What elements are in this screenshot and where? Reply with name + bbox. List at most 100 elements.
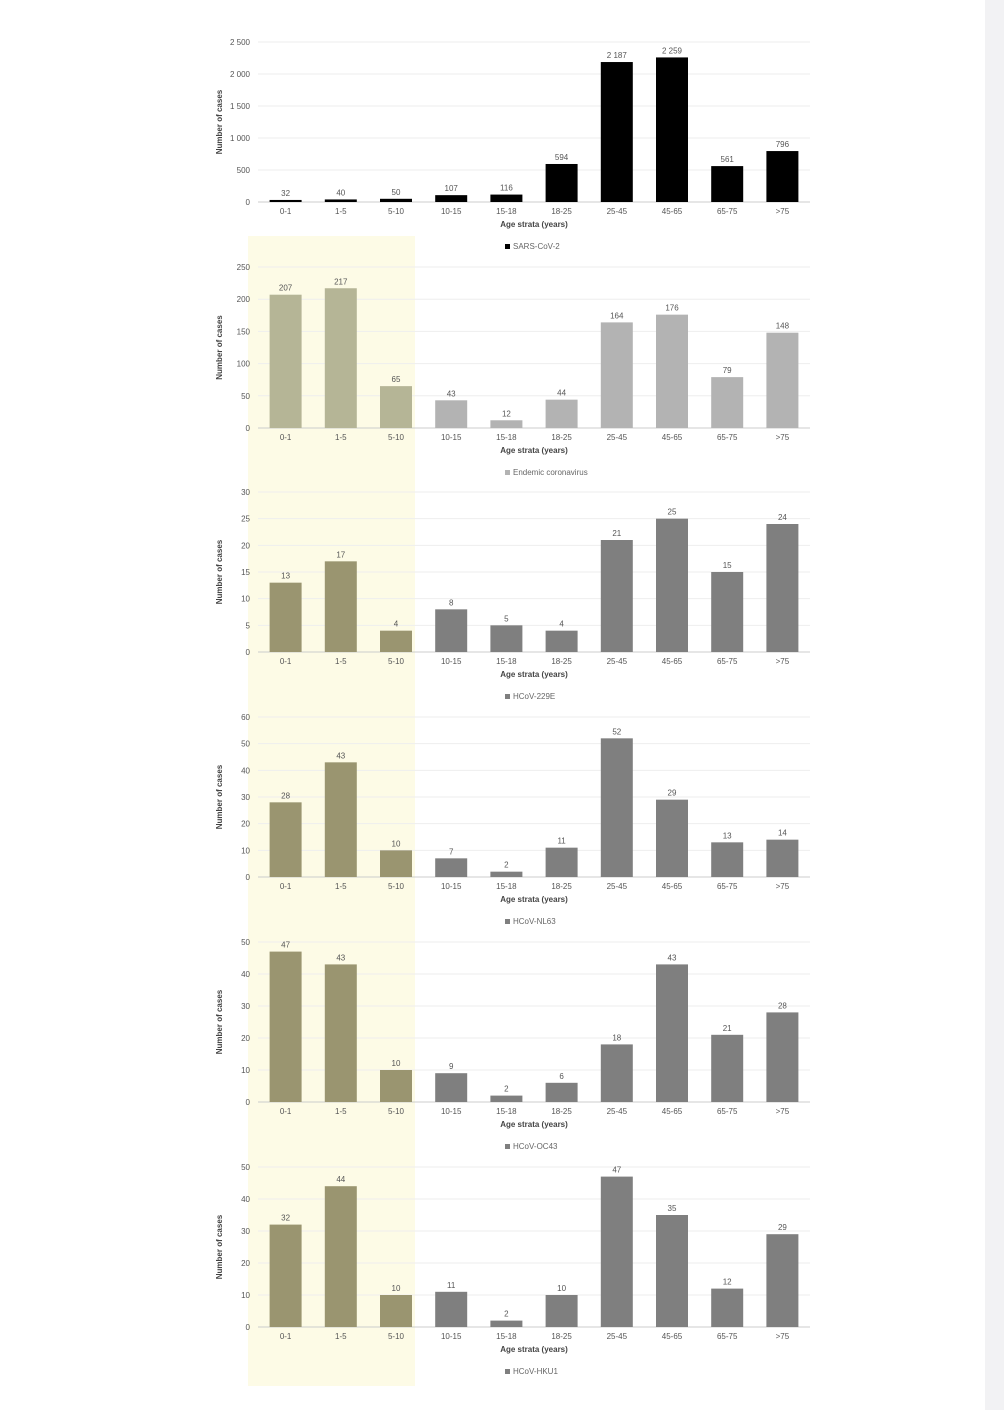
data-label: 44	[557, 389, 566, 398]
data-label: 2	[504, 1310, 509, 1319]
bar-0-1	[269, 1224, 302, 1327]
legend-label: Endemic coronavirus	[513, 468, 588, 477]
x-tick-label: 45-65	[662, 882, 683, 891]
y-tick-label: 0	[246, 198, 251, 207]
x-tick-label: 65-75	[717, 657, 738, 666]
x-axis-title: Age strata (years)	[500, 895, 568, 904]
y-axis-title: Number of cases	[215, 764, 224, 829]
data-label: 4	[559, 620, 564, 629]
x-tick-label: 18-25	[551, 207, 572, 216]
y-axis-title: Number of cases	[215, 989, 224, 1054]
y-tick-label: 50	[241, 392, 250, 401]
bar-0-1	[269, 582, 302, 652]
legend: HCoV-NL63	[505, 917, 556, 926]
y-tick-label: 200	[237, 295, 251, 304]
x-tick-label: 45-65	[662, 1332, 683, 1341]
data-label: 43	[336, 751, 345, 760]
x-tick-label: 45-65	[662, 207, 683, 216]
x-tick-label: 15-18	[496, 207, 517, 216]
bar-65-75	[711, 1034, 744, 1102]
data-label: 29	[668, 789, 677, 798]
bar-5-10	[380, 1070, 412, 1102]
data-label: 11	[557, 837, 566, 846]
data-label: 32	[281, 1214, 290, 1223]
data-label: 2	[504, 861, 509, 870]
data-label: 25	[668, 508, 677, 517]
bar-65-75	[711, 166, 744, 202]
x-tick-label: 25-45	[607, 657, 628, 666]
y-tick-label: 40	[241, 1195, 250, 1204]
legend-swatch	[505, 1144, 510, 1149]
x-tick-label: 10-15	[441, 1332, 462, 1341]
bar-10-15	[435, 400, 468, 428]
data-label: 217	[334, 277, 348, 286]
data-label: 28	[778, 1001, 787, 1010]
bar-10-15	[435, 1291, 468, 1327]
bar-45-65	[656, 518, 688, 652]
data-label: 10	[557, 1284, 566, 1293]
data-label: 24	[778, 513, 787, 522]
bar-1-5	[324, 288, 357, 428]
legend-swatch	[505, 470, 510, 475]
y-axis-title: Number of cases	[215, 89, 224, 154]
data-label: 21	[612, 529, 621, 538]
bar->75	[766, 332, 799, 428]
x-tick-label: 65-75	[717, 882, 738, 891]
bar-25-45	[600, 540, 633, 652]
bar->75	[766, 839, 799, 877]
data-label: 10	[392, 1059, 401, 1068]
chart-panel-5: 0 10 20 30 40 50 Number of cases 47 0-1 43 1-5 10 5-…	[215, 938, 810, 1151]
bar-15-18	[490, 625, 523, 652]
y-tick-label: 20	[241, 541, 250, 550]
bar-10-15	[435, 195, 468, 202]
data-label: 17	[336, 550, 345, 559]
x-tick-label: 1-5	[335, 657, 347, 666]
x-tick-label: 1-5	[335, 882, 347, 891]
x-tick-label: 10-15	[441, 433, 462, 442]
x-tick-label: 45-65	[662, 433, 683, 442]
right-margin	[985, 0, 1004, 1410]
y-tick-label: 15	[241, 568, 250, 577]
bar-18-25	[545, 630, 578, 652]
y-tick-label: 150	[237, 327, 251, 336]
legend-label: HCoV-NL63	[513, 917, 556, 926]
bar-0-1	[269, 951, 302, 1102]
y-tick-label: 20	[241, 820, 250, 829]
data-label: 11	[447, 1281, 456, 1290]
data-label: 2 187	[607, 51, 628, 60]
bar-15-18	[490, 1320, 523, 1327]
data-label: 107	[445, 184, 459, 193]
x-tick-label: >75	[776, 1107, 790, 1116]
y-tick-label: 1 000	[230, 134, 251, 143]
bar-1-5	[324, 561, 357, 652]
bar-15-18	[490, 194, 523, 202]
y-tick-label: 1 500	[230, 102, 251, 111]
bar-25-45	[600, 62, 633, 203]
data-label: 13	[281, 572, 290, 581]
y-tick-label: 50	[241, 938, 250, 947]
x-tick-label: 0-1	[280, 1332, 292, 1341]
y-tick-label: 100	[237, 360, 251, 369]
x-tick-label: 15-18	[496, 657, 517, 666]
data-label: 12	[723, 1278, 732, 1287]
bar-1-5	[324, 762, 357, 877]
data-label: 52	[612, 727, 621, 736]
bar-5-10	[380, 1295, 412, 1327]
y-tick-label: 20	[241, 1034, 250, 1043]
bar-15-18	[490, 420, 523, 428]
data-label: 148	[776, 322, 790, 331]
data-label: 65	[392, 375, 401, 384]
data-label: 176	[665, 304, 679, 313]
chart-panel-4: 0 10 20 30 40 50 60 Number of cases 28 0-1 43 1-5 10…	[215, 713, 810, 926]
legend-swatch	[505, 1369, 510, 1374]
data-label: 9	[449, 1062, 454, 1071]
x-tick-label: 18-25	[551, 657, 572, 666]
x-tick-label: 1-5	[335, 433, 347, 442]
x-tick-label: 10-15	[441, 657, 462, 666]
x-tick-label: 10-15	[441, 1107, 462, 1116]
y-tick-label: 20	[241, 1259, 250, 1268]
bar-18-25	[545, 163, 578, 202]
